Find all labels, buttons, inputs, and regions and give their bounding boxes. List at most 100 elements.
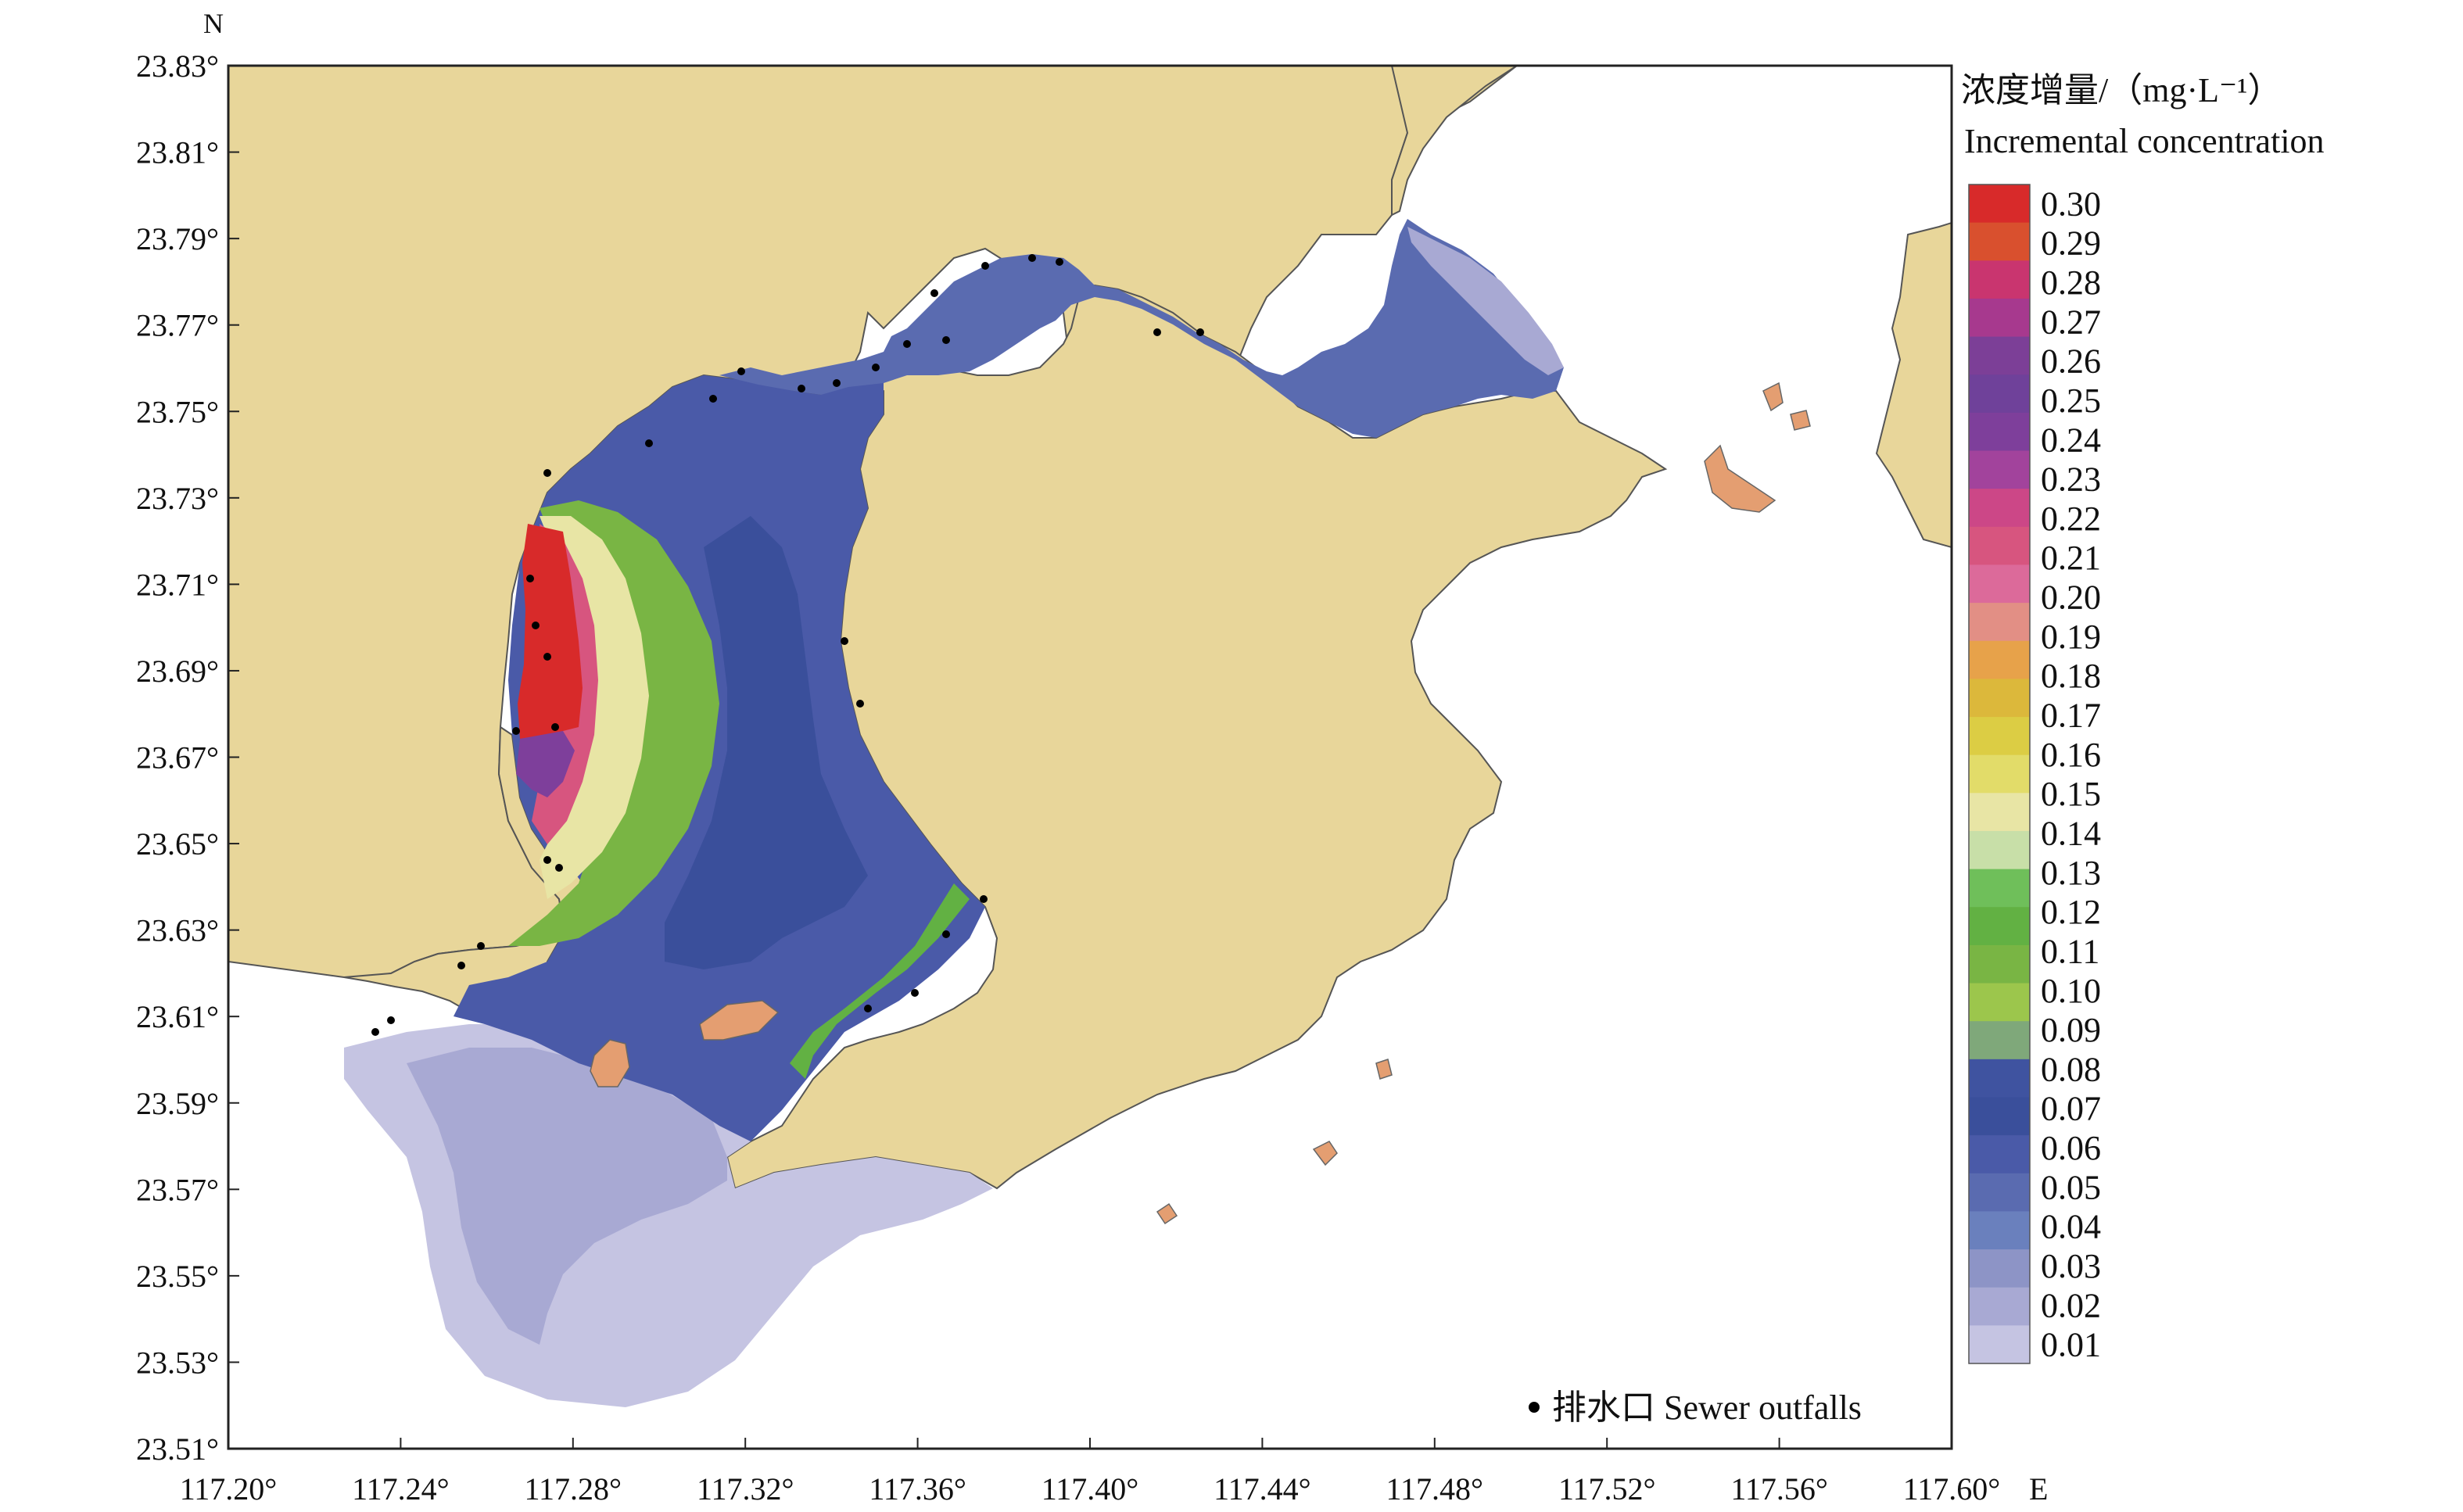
legend-level-label: 0.04 <box>2041 1208 2101 1246</box>
legend-title-cn: 浓度增量/（mg·L⁻¹） <box>1961 71 2282 109</box>
legend-level-label: 0.11 <box>2041 932 2099 970</box>
sewer-outfall-point <box>543 469 551 477</box>
legend-level-label: 0.25 <box>2041 382 2101 420</box>
sewer-outfall-point <box>1028 254 1036 262</box>
legend-color-swatch <box>1969 1059 2030 1098</box>
lon-tick-label: 117.60° <box>1903 1471 2001 1507</box>
lat-tick-label: 23.73° <box>136 481 219 516</box>
legend-color-swatch <box>1969 983 2030 1022</box>
sewer-outfall-point <box>1196 328 1204 336</box>
east-coast-land <box>1875 221 1952 549</box>
legend-level-label: 0.17 <box>2041 697 2101 735</box>
concentration-plume-layer <box>344 219 1564 1407</box>
lon-tick-label: 117.20° <box>180 1471 278 1507</box>
legend-color-swatch <box>1969 298 2030 338</box>
legend-level-label: 0.21 <box>2041 539 2101 577</box>
legend-color-swatch <box>1969 526 2030 566</box>
sewer-outfall-point <box>1056 258 1063 266</box>
sewer-outfall-point <box>942 336 950 344</box>
plume-inner-band <box>665 516 868 969</box>
sewer-outfall-point <box>543 856 551 864</box>
legend-color-swatch <box>1969 260 2030 299</box>
legend-color-swatch <box>1969 489 2030 528</box>
lat-tick-label: 23.55° <box>136 1259 219 1294</box>
legend-level-label: 0.28 <box>2041 263 2101 302</box>
sewer-outfall-point <box>526 575 534 582</box>
outfall-legend-label: 排水口 Sewer outfalls <box>1552 1388 1862 1427</box>
legend-color-swatch <box>1969 450 2030 489</box>
legend-color-swatch <box>1969 1021 2030 1060</box>
legend-level-label: 0.08 <box>2041 1050 2101 1088</box>
lon-tick-label: 117.56° <box>1730 1471 1828 1507</box>
sewer-outfall-point <box>911 989 919 997</box>
lon-tick-label: 117.28° <box>525 1471 622 1507</box>
plume-north-channel-light <box>1407 227 1564 375</box>
legend-level-label: 0.01 <box>2041 1326 2101 1364</box>
sewer-outfall-point <box>477 942 485 950</box>
sewer-outfall-point <box>841 637 848 645</box>
legend-level-label: 0.13 <box>2041 854 2101 892</box>
lat-tick-label: 23.83° <box>136 48 219 84</box>
lon-tick-label: 117.36° <box>869 1471 966 1507</box>
legend-color-swatch <box>1969 336 2030 375</box>
sewer-outfall-point <box>371 1028 379 1036</box>
legend-color-swatch <box>1969 1249 2030 1288</box>
lat-tick-label: 23.67° <box>136 740 219 776</box>
sewer-outfall-point <box>737 367 745 375</box>
legend-level-label: 0.27 <box>2041 303 2101 341</box>
legend-color-swatch <box>1969 222 2030 261</box>
lat-tick-label: 23.77° <box>136 308 219 343</box>
legend-level-label: 0.18 <box>2041 657 2101 695</box>
island-1 <box>699 1000 780 1041</box>
lon-tick-label: 117.44° <box>1214 1471 1311 1507</box>
legend-color-swatch <box>1969 679 2030 718</box>
lon-tick-label: 117.40° <box>1041 1471 1139 1507</box>
legend-level-label: 0.16 <box>2041 736 2101 774</box>
legend-level-label: 0.07 <box>2041 1090 2101 1128</box>
plume-purple-tail <box>516 731 575 797</box>
sewer-outfall-point <box>942 930 950 938</box>
sewer-outfall-point <box>798 385 805 392</box>
legend-level-label: 0.19 <box>2041 618 2101 656</box>
map-area <box>228 66 1952 1449</box>
island-5 <box>1790 410 1811 431</box>
sewer-outfall-point <box>903 340 911 348</box>
sewer-outfall-point <box>981 262 989 270</box>
lat-tick-label: 23.65° <box>136 826 219 862</box>
lon-tick-label: 117.32° <box>697 1471 794 1507</box>
lat-tick-label: 23.53° <box>136 1345 219 1380</box>
lat-tick-label: 23.63° <box>136 913 219 948</box>
sewer-outfall-point <box>709 395 717 403</box>
lat-tick-label: 23.81° <box>136 135 219 170</box>
legend-color-swatch <box>1969 640 2030 679</box>
legend-color-swatch <box>1969 944 2030 984</box>
lat-tick-label: 23.57° <box>136 1172 219 1207</box>
north-label: N <box>203 8 224 39</box>
sewer-outfall-point <box>555 864 563 872</box>
legend-color-swatch <box>1969 185 2030 224</box>
legend-colorbar <box>1969 185 2030 1364</box>
sewer-outfall-point <box>512 727 520 735</box>
legend-level-label: 0.15 <box>2041 775 2101 813</box>
sewer-outfall-point <box>1153 328 1161 336</box>
legend-level-label: 0.02 <box>2041 1286 2101 1324</box>
legend-level-label: 0.09 <box>2041 1011 2101 1049</box>
plume-southern-mid <box>407 1048 727 1345</box>
legend-level-label: 0.22 <box>2041 500 2101 538</box>
legend-level-label: 0.10 <box>2041 972 2101 1010</box>
sewer-outfall-point <box>645 439 653 447</box>
legend-color-swatch <box>1969 412 2030 452</box>
legend-level-label: 0.12 <box>2041 893 2101 931</box>
legend-level-label: 0.05 <box>2041 1168 2101 1206</box>
island-6 <box>1312 1141 1338 1166</box>
sewer-outfall-point <box>543 653 551 661</box>
northeast-coast-land <box>1390 66 1518 217</box>
legend-color-swatch <box>1969 793 2030 832</box>
sewer-outfall-point <box>387 1016 395 1024</box>
legend-level-label: 0.14 <box>2041 814 2101 852</box>
sewer-outfall-point <box>864 1005 872 1012</box>
lat-tick-label: 23.75° <box>136 394 219 429</box>
legend-color-swatch <box>1969 374 2030 414</box>
